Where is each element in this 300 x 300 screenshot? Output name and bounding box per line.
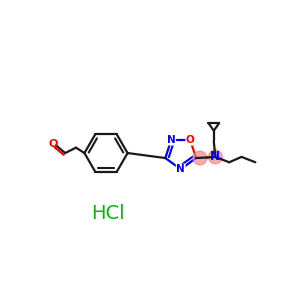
Circle shape [208,150,222,164]
Text: N: N [167,135,176,145]
Text: N: N [210,150,220,164]
Text: O: O [49,139,58,149]
Text: N: N [176,164,185,174]
Text: HCl: HCl [91,204,124,223]
Text: O: O [186,135,195,145]
Circle shape [193,151,207,165]
